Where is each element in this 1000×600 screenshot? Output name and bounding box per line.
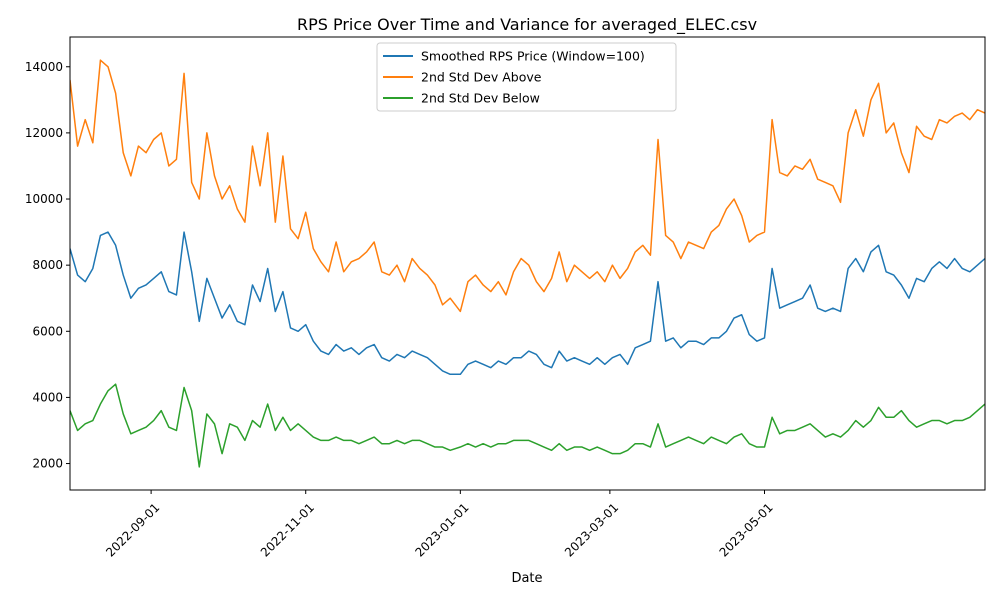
y-tick-label: 4000	[32, 390, 63, 404]
x-axis-label: Date	[511, 571, 542, 586]
legend-label-3: 2nd Std Dev Below	[421, 91, 540, 106]
y-tick-label: 2000	[32, 457, 63, 471]
y-tick-label: 8000	[32, 258, 63, 272]
y-tick-label: 6000	[32, 324, 63, 338]
plot-area	[69, 36, 986, 491]
y-tick-label: 12000	[25, 126, 63, 140]
chart-title: RPS Price Over Time and Variance for ave…	[297, 15, 757, 35]
y-axis: 2000 4000 6000 8000 10000 12000 14000	[25, 60, 70, 471]
series-line-1	[70, 231, 985, 376]
legend-box	[376, 42, 677, 112]
series-line-2	[70, 59, 985, 313]
legend-label-1: Smoothed RPS Price (Window=100)	[421, 49, 645, 64]
plot-frame	[69, 36, 986, 491]
y-tick-label: 10000	[25, 192, 63, 206]
series-layer	[70, 59, 985, 468]
legend: Smoothed RPS Price (Window=100) 2nd Std D…	[376, 42, 677, 112]
series-line-3	[70, 383, 985, 468]
y-tick-label: 14000	[25, 60, 63, 74]
legend-label-2: 2nd Std Dev Above	[421, 70, 542, 85]
